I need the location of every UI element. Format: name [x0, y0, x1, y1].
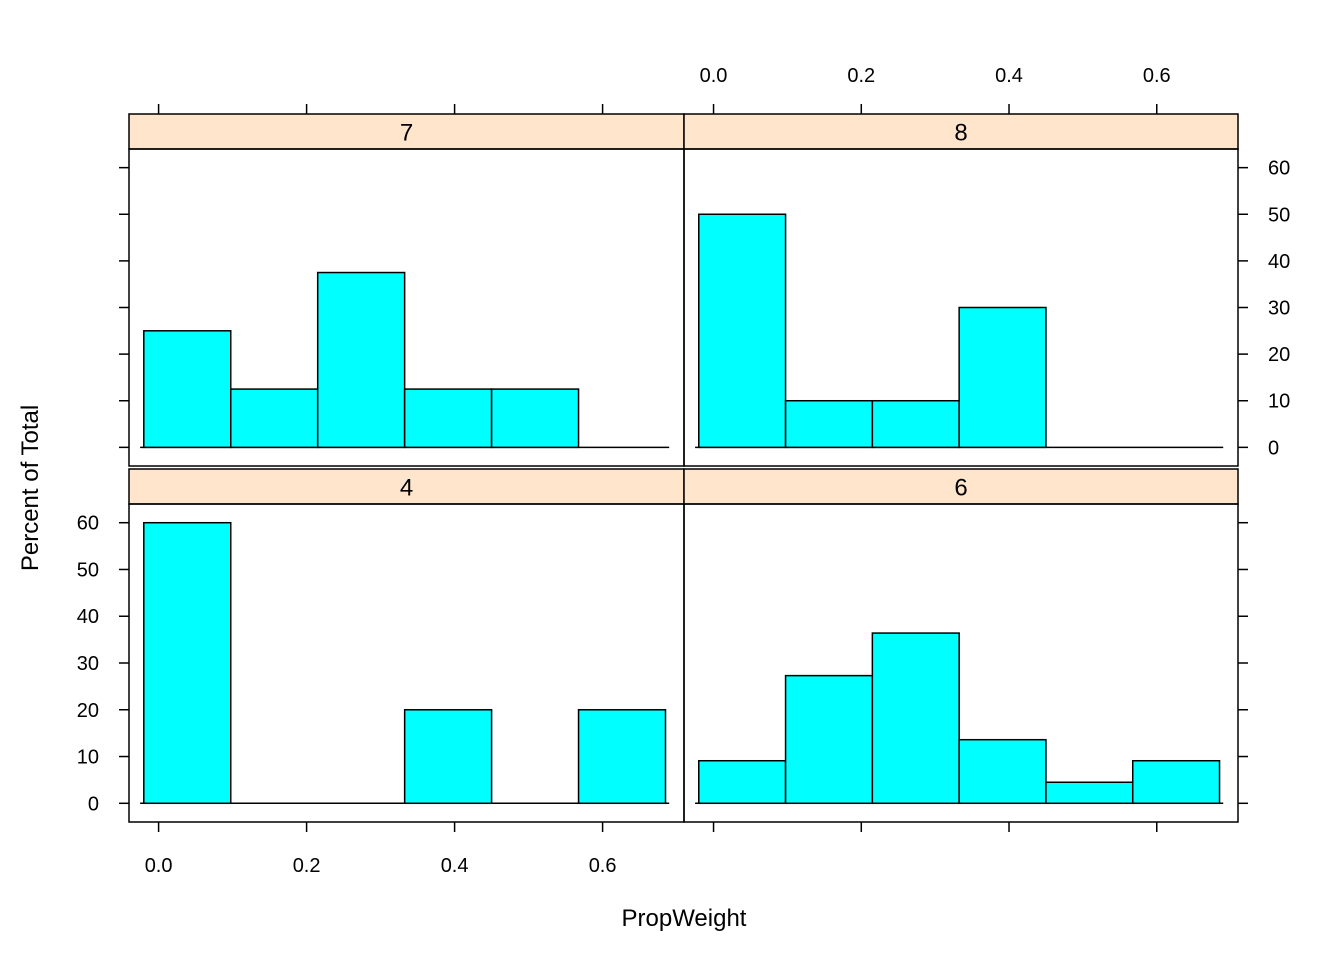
x-tick-label-top-1: 0.2: [847, 65, 875, 87]
y-tick-label-right-6: 60: [1268, 158, 1290, 180]
bar-6-2: [871, 632, 960, 805]
y-tick-label-left-1: 10: [77, 747, 99, 769]
x-tick-label-top-0: 0.0: [700, 65, 728, 87]
bar-6-4: [1045, 781, 1134, 805]
x-axis-title: PropWeight: [622, 905, 747, 932]
bar-6-1: [784, 674, 874, 805]
panel-strip-label-4: 4: [400, 475, 413, 502]
bar-4-5: [577, 709, 667, 805]
panel-strip-6: [683, 468, 1239, 505]
bar-8-2: [871, 399, 960, 449]
x-tick-label-top-3: 0.6: [1143, 65, 1171, 87]
bar-7-3: [403, 388, 493, 449]
y-tick-label-right-2: 20: [1268, 344, 1290, 366]
panel-strip-label-8: 8: [954, 120, 967, 147]
bar-8-3: [958, 306, 1047, 449]
y-tick-label-left-0: 0: [88, 793, 99, 815]
y-tick-label-left-3: 30: [77, 653, 99, 675]
y-tick-label-right-0: 0: [1268, 437, 1279, 459]
y-tick-label-right-3: 30: [1268, 298, 1290, 320]
x-tick-label-bottom-0: 0.0: [145, 855, 173, 877]
panel-7: 7: [128, 113, 685, 467]
bar-4-3: [403, 709, 493, 805]
panel-8: 8: [683, 113, 1239, 467]
bar-7-4: [490, 388, 580, 449]
panel-strip-label-7: 7: [400, 120, 413, 147]
y-tick-label-left-6: 60: [77, 513, 99, 535]
panel-strip-7: [128, 113, 685, 150]
panel-strip-8: [683, 113, 1239, 150]
bar-8-0: [698, 213, 787, 449]
x-tick-label-bottom-3: 0.6: [589, 855, 617, 877]
bar-4-0: [143, 521, 232, 805]
y-axis-title: Percent of Total: [17, 405, 44, 571]
panel-6: 6: [683, 468, 1239, 823]
panel-strip-label-6: 6: [954, 475, 967, 502]
y-tick-label-right-4: 40: [1268, 251, 1290, 273]
x-tick-label-bottom-1: 0.2: [293, 855, 321, 877]
y-tick-label-right-5: 50: [1268, 204, 1290, 226]
y-tick-label-left-5: 50: [77, 559, 99, 581]
x-tick-label-top-2: 0.4: [995, 65, 1023, 87]
bar-7-1: [230, 388, 319, 449]
bar-6-3: [958, 738, 1047, 805]
bar-8-1: [784, 399, 874, 449]
y-tick-label-right-1: 10: [1268, 391, 1290, 413]
bar-6-0: [698, 759, 787, 805]
panel-4: 4: [128, 468, 685, 823]
y-tick-label-left-2: 20: [77, 700, 99, 722]
x-tick-label-bottom-2: 0.4: [441, 855, 469, 877]
bar-7-2: [316, 271, 406, 449]
y-tick-label-left-4: 40: [77, 606, 99, 628]
bar-6-5: [1131, 759, 1221, 805]
bar-7-0: [143, 330, 232, 449]
